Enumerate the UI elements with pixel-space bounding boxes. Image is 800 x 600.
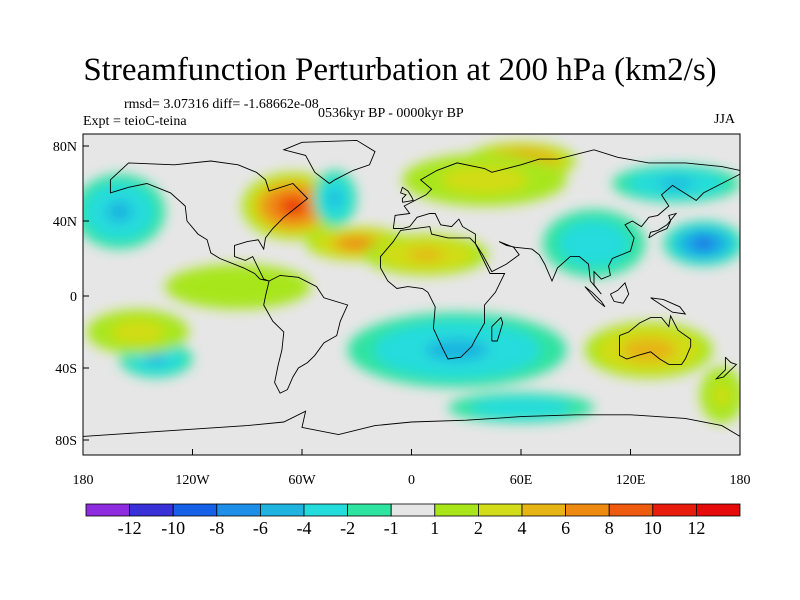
x-tick-label: 60W — [288, 473, 316, 488]
colorbar-label: -10 — [161, 518, 185, 538]
colorbar-label: 12 — [687, 518, 705, 538]
y-tick-label: 40S — [55, 362, 77, 377]
colorbar-label: -1 — [384, 518, 399, 538]
coastline-madagascar — [491, 316, 504, 342]
coastline-sumatra — [584, 286, 606, 308]
y-tick-label: 80S — [55, 434, 77, 449]
anomaly-contour — [493, 401, 549, 414]
colorbar-label: 4 — [518, 518, 527, 538]
colorbar-label: 8 — [605, 518, 614, 538]
colorbar-label: -2 — [340, 518, 355, 538]
anomaly-contour — [210, 278, 266, 296]
colorbar-swatch — [85, 503, 130, 517]
coastline-borneo — [609, 282, 630, 304]
y-tick-label: 40N — [53, 215, 77, 230]
y-tick-label: 80N — [53, 140, 77, 155]
colorbar-label: -8 — [209, 518, 224, 538]
colorbar-swatch — [696, 503, 741, 517]
coastline-japan — [648, 212, 678, 239]
anomaly-contour — [408, 248, 444, 261]
colorbar-label: 10 — [644, 518, 662, 538]
anomaly-contour — [634, 343, 664, 357]
colorbar-label: 1 — [430, 518, 439, 538]
colorbar-swatch — [390, 503, 436, 517]
colorbar-label: 2 — [474, 518, 483, 538]
colorbar-label: -12 — [118, 518, 142, 538]
anomaly-contour — [574, 230, 614, 257]
coastline-new-guinea — [650, 297, 687, 315]
anomaly-contour — [346, 240, 367, 247]
colorbar-label: -4 — [297, 518, 312, 538]
anomaly-contour — [713, 384, 730, 406]
anomaly-contour — [657, 178, 695, 189]
anomaly-contour — [145, 353, 167, 365]
coastline-south-america — [263, 274, 349, 394]
coastline-asia-south — [393, 173, 740, 295]
anomaly-contour — [106, 200, 133, 223]
colorbar-swatch — [129, 503, 174, 517]
x-tick-label: 120W — [175, 473, 210, 488]
colorbar-swatch — [347, 503, 392, 517]
colorbar-swatch — [216, 503, 261, 517]
colorbar-swatch — [521, 503, 566, 517]
x-tick-label: 60E — [510, 473, 533, 488]
coastline-eurasia — [392, 149, 740, 229]
colorbar-swatch — [434, 503, 479, 517]
coastline-africa — [380, 226, 506, 360]
season-label: JJA — [714, 112, 736, 127]
coastline-uk — [400, 186, 414, 203]
x-tick-label: 0 — [408, 473, 415, 488]
coastline-australia — [619, 314, 692, 365]
x-tick-label: 120E — [616, 473, 646, 488]
colorbar-swatch — [565, 503, 610, 517]
anomaly-contour — [284, 200, 302, 212]
coastline-north-america — [109, 160, 309, 282]
coastline-antarctica — [83, 410, 740, 437]
colorbar-swatch — [259, 503, 305, 517]
anomaly-contour — [123, 325, 153, 339]
colorbar-label: -6 — [253, 518, 268, 538]
x-tick-label: 180 — [73, 473, 94, 488]
coastline-new-zealand — [714, 356, 738, 380]
colorbar-label: 6 — [561, 518, 570, 538]
experiment-label: Expt = teioC-teina — [83, 114, 187, 129]
colorbar-swatch — [477, 503, 523, 517]
colorbar-swatch — [172, 503, 218, 517]
anomaly-contour — [328, 190, 342, 207]
period-label: 0536kyr BP - 0000kyr BP — [318, 106, 464, 121]
chart-title: Streamfunction Perturbation at 200 hPa (… — [83, 52, 717, 88]
y-tick-label: 0 — [70, 290, 77, 305]
anomaly-contour — [461, 172, 508, 188]
colorbar-swatch — [608, 503, 654, 517]
anomaly-contour — [695, 239, 712, 248]
x-tick-label: 180 — [730, 473, 751, 488]
stats-text: rmsd= 3.07316 diff= -1.68662e-08 — [124, 97, 319, 112]
colorbar-swatch — [303, 503, 348, 517]
coastline-greenland — [282, 139, 376, 184]
colorbar-swatch — [652, 503, 697, 517]
